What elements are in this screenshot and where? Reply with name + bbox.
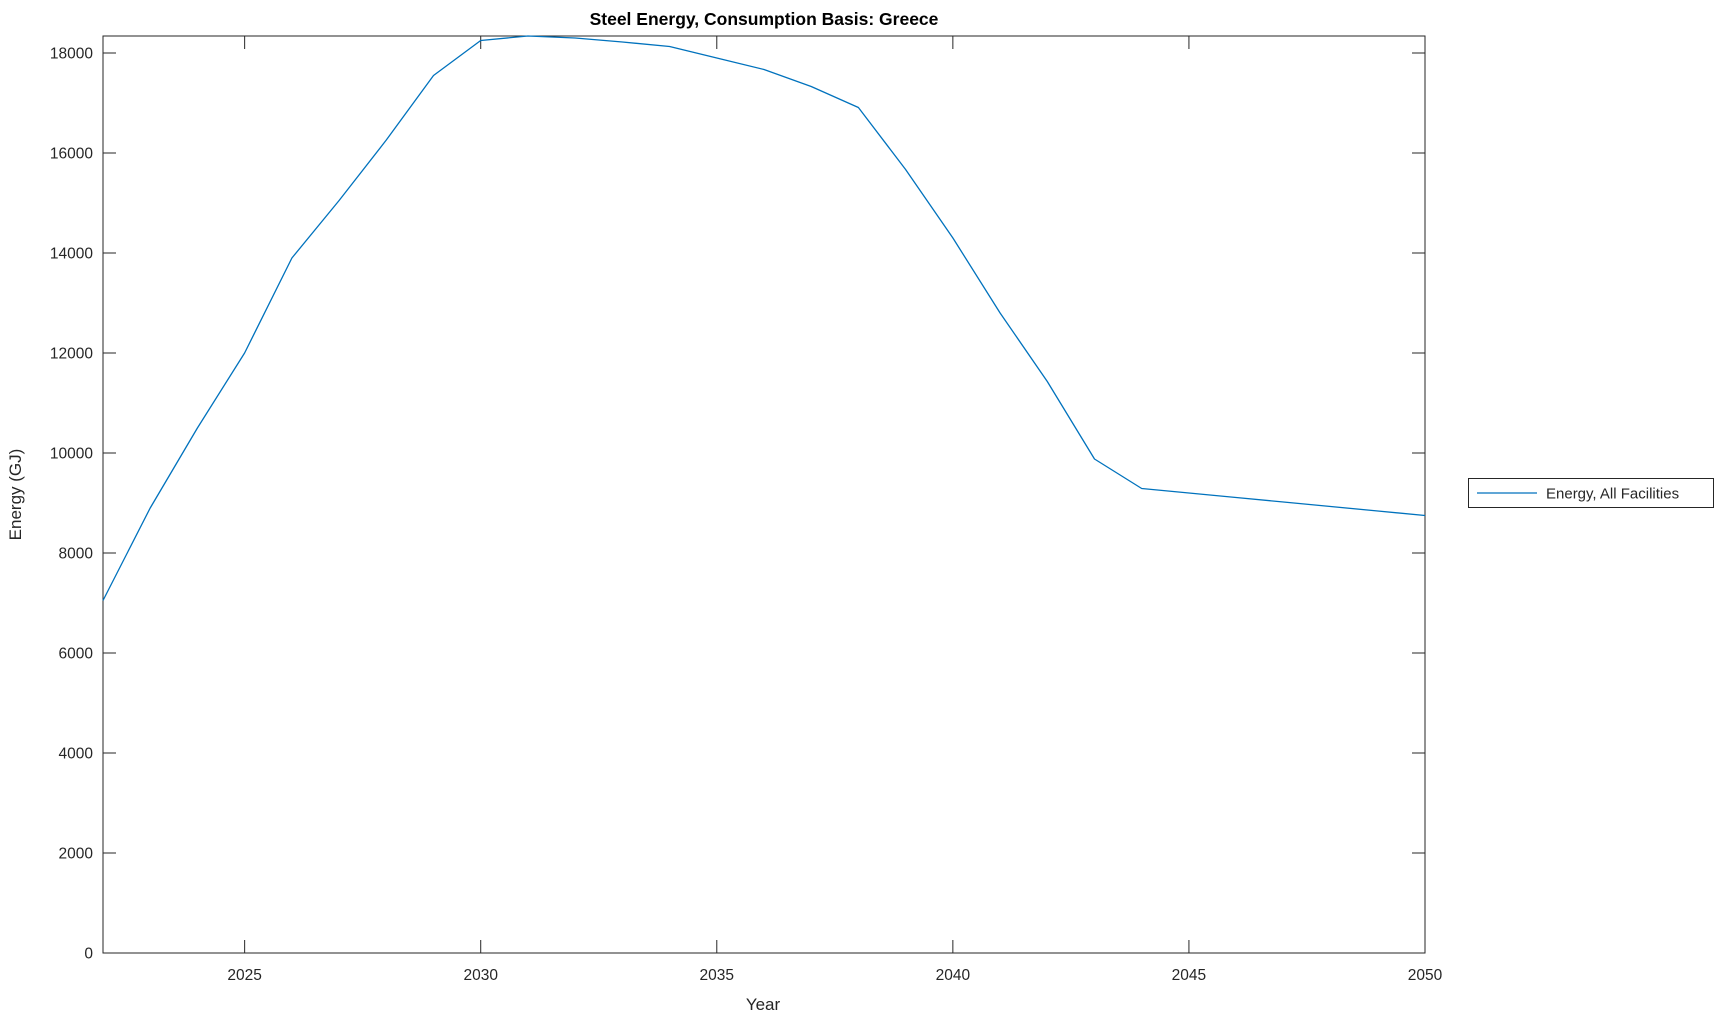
x-tick-label: 2025 <box>227 967 261 984</box>
x-tick-label: 2030 <box>463 967 498 984</box>
y-tick-label: 12000 <box>50 346 93 363</box>
y-axis-label: Energy (GJ) <box>6 449 25 541</box>
chart-title: Steel Energy, Consumption Basis: Greece <box>590 9 939 29</box>
x-tick-label: 2050 <box>1408 967 1443 984</box>
y-tick-label: 2000 <box>59 846 94 863</box>
x-tick-label: 2035 <box>700 967 734 984</box>
y-tick-label: 8000 <box>59 546 94 563</box>
legend-entry-label: Energy, All Facilities <box>1546 486 1679 503</box>
x-tick-label: 2045 <box>1172 967 1206 984</box>
y-tick-label: 6000 <box>59 646 94 663</box>
x-axis-label: Year <box>746 995 781 1014</box>
y-tick-label: 16000 <box>50 146 93 163</box>
x-tick-label: 2040 <box>936 967 971 984</box>
data-line-energy-all-facilities <box>102 35 1426 601</box>
y-tick-label: 10000 <box>50 446 93 463</box>
y-tick-label: 0 <box>84 946 93 963</box>
y-tick-label: 14000 <box>50 246 93 263</box>
legend: Energy, All Facilities <box>1468 478 1714 508</box>
axes-box <box>102 35 1426 954</box>
y-tick-label: 4000 <box>59 746 94 763</box>
y-tick-label: 18000 <box>50 46 93 63</box>
plot-area: 2025 2030 2035 2040 2045 2050 0 2000 4000 6000 800… <box>50 35 1443 984</box>
